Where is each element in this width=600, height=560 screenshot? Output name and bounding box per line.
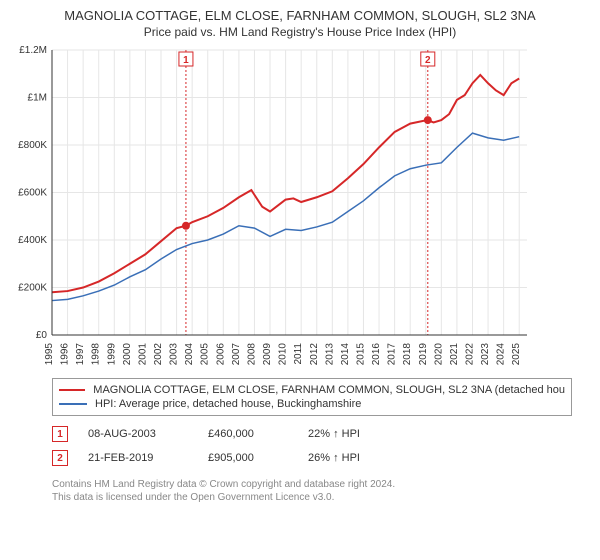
event-price: £460,000: [208, 428, 288, 440]
x-tick-label: 2016: [371, 343, 382, 365]
y-tick-label: £400K: [18, 235, 47, 246]
event-point: [424, 116, 432, 124]
x-tick-label: 2015: [355, 343, 366, 365]
x-tick-label: 2013: [324, 343, 335, 365]
footer-attribution: Contains HM Land Registry data © Crown c…: [52, 478, 588, 504]
x-tick-label: 2000: [122, 343, 133, 365]
footer-line: This data is licensed under the Open Gov…: [52, 491, 588, 504]
event-row: 2 21-FEB-2019 £905,000 26% ↑ HPI: [52, 446, 588, 470]
x-tick-label: 2009: [262, 343, 273, 365]
chart-subtitle: Price paid vs. HM Land Registry's House …: [12, 25, 588, 39]
x-tick-label: 2011: [293, 343, 304, 365]
x-tick-label: 2021: [449, 343, 460, 365]
legend: MAGNOLIA COTTAGE, ELM CLOSE, FARNHAM COM…: [52, 378, 572, 416]
x-tick-label: 2007: [231, 343, 242, 365]
event-price: £905,000: [208, 452, 288, 464]
line-chart: £0 £200K £400K £600K £800K £1M £1.2M 1995 1996 19…: [12, 45, 532, 365]
event-date: 21-FEB-2019: [88, 452, 188, 464]
x-tick-label: 2024: [496, 343, 507, 365]
x-tick-label: 2017: [387, 343, 398, 365]
x-tick-label: 2014: [340, 343, 351, 365]
event-row: 1 08-AUG-2003 £460,000 22% ↑ HPI: [52, 422, 588, 446]
event-marker-number: 2: [425, 55, 431, 66]
x-tick-label: 2008: [246, 343, 257, 365]
event-pct: 26% ↑ HPI: [308, 452, 408, 464]
legend-row: HPI: Average price, detached house, Buck…: [59, 397, 565, 411]
x-tick-label: 1999: [106, 343, 117, 365]
footer-line: Contains HM Land Registry data © Crown c…: [52, 478, 588, 491]
chart-area: £0 £200K £400K £600K £800K £1M £1.2M 1995 1996 19…: [12, 45, 588, 370]
event-date: 08-AUG-2003: [88, 428, 188, 440]
x-tick-label: 2005: [200, 343, 211, 365]
y-tick-label: £200K: [18, 283, 47, 294]
x-tick-label: 1996: [60, 343, 71, 365]
x-tick-label: 2025: [511, 343, 522, 365]
x-tick-label: 2002: [153, 343, 164, 365]
y-tick-label: £800K: [18, 140, 47, 151]
event-point: [182, 222, 190, 230]
y-tick-label: £600K: [18, 188, 47, 199]
event-pct: 22% ↑ HPI: [308, 428, 408, 440]
x-tick-label: 2022: [464, 343, 475, 365]
x-tick-label: 2020: [433, 343, 444, 365]
x-tick-label: 2006: [215, 343, 226, 365]
x-tick-label: 2001: [137, 343, 148, 365]
x-tick-label: 2019: [418, 343, 429, 365]
legend-label: HPI: Average price, detached house, Buck…: [95, 398, 361, 410]
event-marker-number: 1: [183, 55, 189, 66]
x-tick-label: 2003: [169, 343, 180, 365]
legend-label: MAGNOLIA COTTAGE, ELM CLOSE, FARNHAM COM…: [93, 384, 565, 396]
x-tick-label: 1998: [91, 343, 102, 365]
legend-swatch: [59, 403, 87, 405]
legend-swatch: [59, 389, 85, 391]
chart-container: MAGNOLIA COTTAGE, ELM CLOSE, FARNHAM COM…: [0, 0, 600, 512]
event-marker: 1: [52, 426, 68, 442]
x-tick-label: 2018: [402, 343, 413, 365]
y-tick-label: £1M: [28, 93, 47, 104]
x-tick-label: 2004: [184, 343, 195, 365]
y-tick-label: £0: [36, 330, 48, 341]
y-tick-label: £1.2M: [19, 45, 47, 56]
legend-row: MAGNOLIA COTTAGE, ELM CLOSE, FARNHAM COM…: [59, 383, 565, 397]
event-table: 1 08-AUG-2003 £460,000 22% ↑ HPI 2 21-FEB-201…: [52, 422, 588, 470]
chart-title: MAGNOLIA COTTAGE, ELM CLOSE, FARNHAM COM…: [12, 8, 588, 23]
x-tick-label: 2010: [278, 343, 289, 365]
x-tick-label: 2012: [309, 343, 320, 365]
x-tick-label: 1995: [44, 343, 55, 365]
x-tick-label: 2023: [480, 343, 491, 365]
x-tick-label: 1997: [75, 343, 86, 365]
event-marker: 2: [52, 450, 68, 466]
